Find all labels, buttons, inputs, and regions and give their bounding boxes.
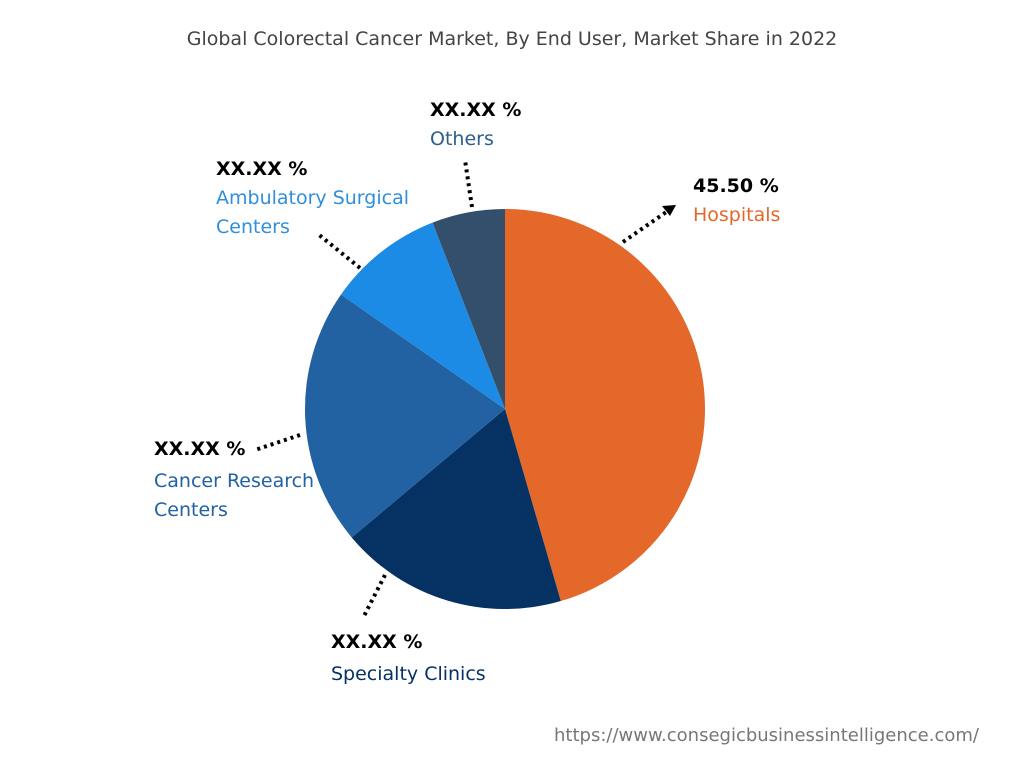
- leader-line-specialty-clinics: [361, 574, 387, 619]
- value-label: XX.XX %: [331, 631, 423, 653]
- arrow-head-icon: [662, 205, 676, 216]
- value-label: XX.XX %: [154, 438, 246, 460]
- pie-slice-specialty-clinics: [351, 409, 561, 609]
- value-label: 45.50 %: [693, 175, 779, 197]
- value-label: XX.XX %: [216, 158, 308, 180]
- pie-slice-others: [432, 209, 505, 409]
- leader-line-hospitals: [621, 206, 674, 244]
- slice-name: Cancer Research Centers: [154, 470, 315, 521]
- pie-slice-ambulatory-surgical-centers: [341, 222, 505, 409]
- chart-title: Global Colorectal Cancer Market, By End …: [186, 28, 838, 50]
- label-specialty-clinics: XX.XX % Specialty Clinics: [331, 628, 486, 689]
- label-cancer-research: XX.XX % Cancer Research Centers: [154, 435, 324, 525]
- pie-slice-hospitals: [505, 209, 705, 602]
- pie-slice-cancer-research-centers: [305, 294, 505, 538]
- leader-line-ambulatory-surgical-centers: [316, 232, 362, 270]
- label-others: XX.XX % Others: [430, 96, 521, 154]
- slice-name: Ambulatory Surgical Centers: [216, 187, 409, 238]
- leader-line-others: [463, 159, 474, 208]
- leader-line-cancer-research-centers: [254, 433, 301, 452]
- slice-name: Others: [430, 128, 494, 150]
- source-url: https://www.consegicbusinessintelligence…: [554, 725, 979, 746]
- value-label: XX.XX %: [430, 99, 522, 121]
- label-hospitals: 45.50 % Hospitals: [693, 172, 780, 230]
- label-ambulatory: XX.XX % Ambulatory Surgical Centers: [216, 155, 416, 242]
- slice-name: Hospitals: [693, 204, 781, 226]
- slice-name: Specialty Clinics: [331, 663, 486, 685]
